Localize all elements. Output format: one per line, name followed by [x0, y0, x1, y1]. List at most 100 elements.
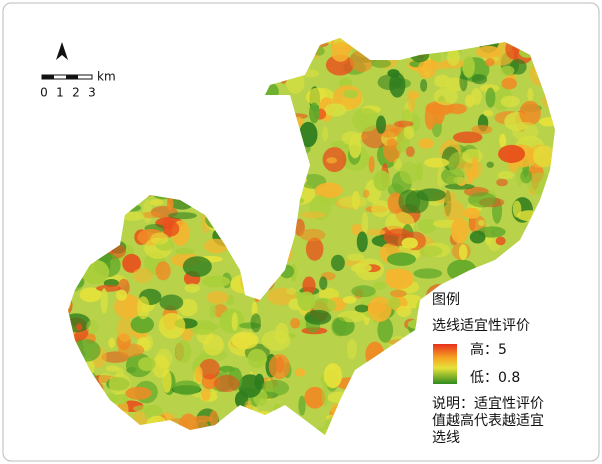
texture-patch	[199, 358, 221, 380]
texture-patch	[496, 178, 508, 187]
texture-patch	[117, 343, 145, 357]
texture-patch	[486, 161, 494, 168]
note: 说明：适宜性评价	[432, 396, 544, 412]
scale-label: 2	[72, 86, 80, 100]
texture-patch	[172, 380, 201, 396]
texture-patch	[136, 296, 150, 320]
legend-title: 图例	[432, 292, 460, 308]
texture-patch	[516, 165, 524, 187]
texture-patch	[132, 405, 154, 412]
texture-patch	[178, 298, 198, 317]
texture-patch	[376, 115, 387, 134]
texture-patch	[302, 276, 316, 295]
texture-patch	[384, 268, 414, 290]
texture-patch	[299, 121, 318, 148]
texture-patch	[194, 366, 203, 383]
legend: 图例 选线适宜性评价 高：5 低：0.8 说明：适宜性评价 值越高代表越适宜 选…	[432, 292, 544, 446]
texture-patch	[424, 157, 450, 168]
texture-patch	[202, 275, 231, 288]
texture-patch	[372, 281, 387, 290]
texture-patch	[286, 287, 297, 295]
texture-patch	[371, 200, 391, 218]
texture-patch	[452, 131, 483, 144]
texture-patch	[193, 415, 213, 423]
scale-seg	[42, 75, 54, 79]
texture-patch	[175, 247, 194, 255]
texture-patch	[453, 176, 465, 185]
texture-patch	[155, 261, 171, 281]
texture-patch	[167, 196, 174, 211]
texture-patch	[130, 315, 154, 334]
texture-patch	[268, 354, 291, 380]
texture-patch	[138, 357, 156, 372]
texture-patch	[124, 293, 133, 317]
texture-patch	[150, 232, 169, 245]
texture-patch	[500, 65, 515, 76]
texture-patch	[323, 363, 343, 389]
scale-label: 3	[88, 86, 96, 100]
texture-patch	[520, 169, 533, 184]
texture-patch	[443, 200, 465, 222]
texture-patch	[209, 304, 217, 319]
texture-patch	[202, 334, 224, 356]
texture-patch	[231, 312, 238, 331]
texture-patch	[512, 121, 539, 141]
texture-patch	[433, 87, 459, 106]
scale-label: 1	[56, 86, 64, 100]
texture-patch	[361, 211, 369, 236]
texture-patch	[450, 217, 469, 244]
texture-patch	[501, 77, 517, 90]
texture-patch	[108, 337, 116, 349]
texture-patch	[368, 156, 375, 173]
texture-patch	[354, 304, 369, 313]
texture-patch	[79, 287, 102, 303]
texture-patch	[261, 330, 291, 351]
texture-patch	[418, 138, 435, 149]
texture-patch	[356, 231, 368, 253]
texture-patch	[446, 48, 460, 66]
texture-patch	[471, 74, 488, 85]
texture-patch	[76, 323, 83, 331]
texture-patch	[319, 276, 328, 291]
texture-patch	[519, 100, 541, 126]
texture-patch	[149, 198, 164, 206]
texture-patch	[324, 103, 347, 117]
texture-patch	[309, 102, 320, 124]
texture-patch	[500, 95, 520, 108]
texture-patch	[315, 182, 343, 199]
north-arrow	[56, 42, 68, 60]
texture-patch	[386, 252, 416, 266]
texture-patch	[209, 410, 219, 428]
texture-patch	[330, 42, 350, 62]
texture-patch	[86, 319, 99, 335]
texture-patch	[298, 395, 306, 416]
texture-patch	[387, 297, 401, 310]
texture-patch	[95, 284, 121, 292]
note: 选线	[432, 430, 460, 446]
texture-patch	[343, 89, 359, 99]
texture-patch	[162, 221, 180, 237]
texture-patch	[213, 375, 240, 393]
texture-patch	[294, 368, 306, 377]
texture-patch	[351, 285, 376, 298]
texture-patch	[116, 317, 134, 342]
texture-patch	[371, 59, 391, 68]
texture-patch	[499, 133, 507, 148]
texture-patch	[533, 145, 555, 168]
texture-patch	[331, 317, 347, 337]
texture-patch	[373, 170, 391, 192]
texture-patch	[182, 256, 212, 277]
texture-patch	[141, 211, 162, 219]
texture-patch	[498, 144, 526, 163]
texture-patch	[100, 288, 108, 315]
texture-patch	[260, 379, 290, 397]
texture-patch	[462, 148, 483, 164]
texture-patch	[347, 253, 365, 262]
texture-patch	[300, 211, 326, 219]
legend-low: 低：0.8	[470, 370, 520, 386]
texture-patch	[231, 331, 259, 350]
texture-patch	[304, 386, 326, 409]
texture-patch	[311, 297, 337, 314]
texture-patch	[420, 79, 428, 92]
texture-patch	[432, 100, 445, 125]
